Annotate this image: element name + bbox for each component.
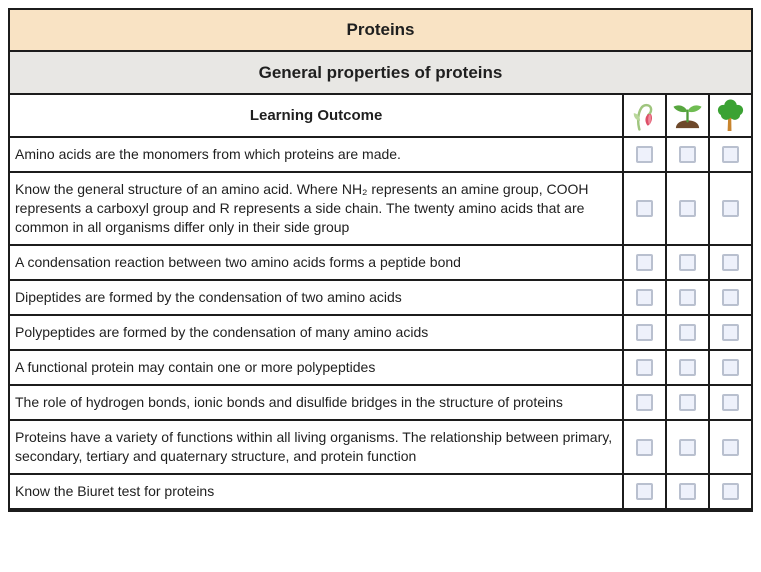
level-2-cell	[667, 351, 711, 384]
level-3-checkbox[interactable]	[722, 289, 740, 306]
learning-outcome-text: Amino acids are the monomers from which …	[10, 138, 625, 171]
column-header-level-1	[624, 95, 668, 136]
level-1-checkbox[interactable]	[636, 438, 654, 456]
level-2-cell	[667, 386, 711, 419]
table-row: Polypeptides are formed by the condensat…	[10, 316, 751, 351]
level-2-checkbox[interactable]	[679, 394, 697, 411]
level-3-checkbox[interactable]	[722, 146, 740, 163]
level-3-cell	[710, 351, 751, 384]
table-subtitle-text: General properties of proteins	[258, 62, 503, 82]
level-2-checkbox[interactable]	[679, 200, 697, 217]
table-row: Dipeptides are formed by the condensatio…	[10, 281, 751, 316]
level-1-cell	[624, 475, 668, 508]
learning-outcome-text: Know the general structure of an amino a…	[10, 173, 625, 244]
level-2-cell	[667, 421, 711, 473]
level-1-cell	[624, 386, 668, 419]
level-3-checkbox[interactable]	[722, 324, 740, 341]
level-2-cell	[667, 281, 711, 314]
level-2-cell	[667, 475, 711, 508]
level-1-checkbox[interactable]	[636, 200, 654, 217]
level-3-cell	[710, 246, 751, 279]
learning-outcome-text: A functional protein may contain one or …	[10, 351, 625, 384]
wilted-flower-icon	[631, 99, 659, 132]
seedling-icon	[671, 101, 704, 130]
level-3-cell	[710, 386, 751, 419]
learning-outcome-text: Proteins have a variety of functions wit…	[10, 421, 625, 473]
table-row: A functional protein may contain one or …	[10, 351, 751, 386]
column-header-level-3	[710, 95, 751, 136]
table-row: Know the Biuret test for proteins	[10, 475, 751, 510]
table-row: A condensation reaction between two amin…	[10, 246, 751, 281]
level-2-cell	[667, 246, 711, 279]
tree-icon	[715, 99, 746, 132]
learning-outcome-text: The role of hydrogen bonds, ionic bonds …	[10, 386, 625, 419]
level-3-checkbox[interactable]	[722, 254, 740, 271]
level-1-cell	[624, 246, 668, 279]
learning-outcome-text: Dipeptides are formed by the condensatio…	[10, 281, 625, 314]
level-3-cell	[710, 281, 751, 314]
table-header-row: Learning Outcome	[10, 95, 751, 138]
level-1-checkbox[interactable]	[636, 254, 654, 271]
level-2-checkbox[interactable]	[679, 146, 697, 163]
level-1-cell	[624, 316, 668, 349]
learning-outcome-text: Know the Biuret test for proteins	[10, 475, 625, 508]
table-row: Know the general structure of an amino a…	[10, 173, 751, 246]
learning-outcome-text: Polypeptides are formed by the condensat…	[10, 316, 625, 349]
table-body: Amino acids are the monomers from which …	[10, 138, 751, 510]
level-1-checkbox[interactable]	[636, 394, 654, 411]
level-1-checkbox[interactable]	[636, 289, 654, 306]
level-1-cell	[624, 421, 668, 473]
level-2-checkbox[interactable]	[679, 324, 697, 341]
level-2-checkbox[interactable]	[679, 483, 697, 500]
level-3-cell	[710, 421, 751, 473]
level-1-cell	[624, 281, 668, 314]
level-3-cell	[710, 475, 751, 508]
level-3-cell	[710, 316, 751, 349]
level-3-checkbox[interactable]	[722, 394, 740, 411]
level-1-checkbox[interactable]	[636, 483, 654, 500]
table-row: Amino acids are the monomers from which …	[10, 138, 751, 173]
level-2-cell	[667, 138, 711, 171]
level-2-checkbox[interactable]	[679, 359, 697, 376]
table-title: Proteins	[10, 10, 751, 52]
learning-outcomes-table: Proteins General properties of proteins …	[8, 8, 753, 512]
level-1-checkbox[interactable]	[636, 146, 654, 163]
level-3-cell	[710, 173, 751, 244]
level-3-checkbox[interactable]	[722, 200, 740, 217]
level-3-cell	[710, 138, 751, 171]
level-2-checkbox[interactable]	[679, 289, 697, 306]
learning-outcome-text: A condensation reaction between two amin…	[10, 246, 625, 279]
level-1-cell	[624, 351, 668, 384]
level-2-checkbox[interactable]	[679, 438, 697, 456]
level-1-cell	[624, 173, 668, 244]
level-2-checkbox[interactable]	[679, 254, 697, 271]
level-3-checkbox[interactable]	[722, 438, 740, 456]
level-3-checkbox[interactable]	[722, 359, 740, 376]
table-subtitle: General properties of proteins	[10, 52, 751, 95]
level-1-cell	[624, 138, 668, 171]
level-1-checkbox[interactable]	[636, 359, 654, 376]
column-header-level-2	[667, 95, 711, 136]
table-row: The role of hydrogen bonds, ionic bonds …	[10, 386, 751, 421]
level-3-checkbox[interactable]	[722, 483, 740, 500]
column-header-learning-outcome: Learning Outcome	[10, 95, 625, 136]
level-2-cell	[667, 316, 711, 349]
table-title-text: Proteins	[346, 20, 415, 39]
table-row: Proteins have a variety of functions wit…	[10, 421, 751, 475]
level-1-checkbox[interactable]	[636, 324, 654, 341]
level-2-cell	[667, 173, 711, 244]
